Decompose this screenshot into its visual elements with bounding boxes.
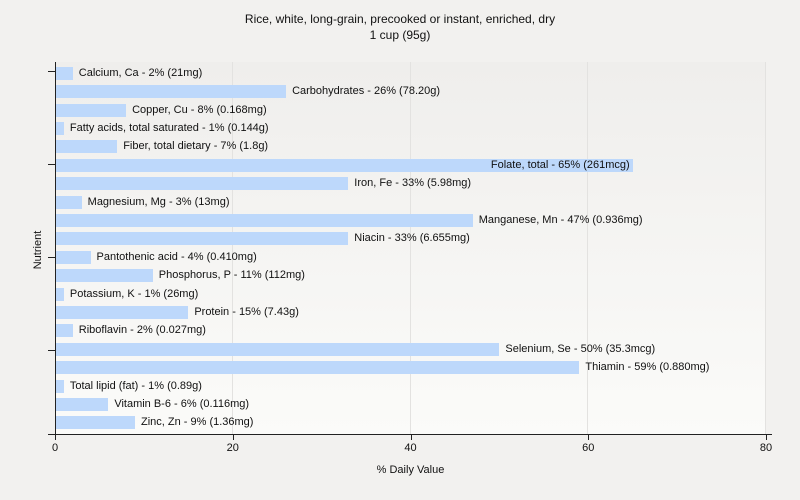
bar-label: Fatty acids, total saturated - 1% (0.144… <box>69 121 269 134</box>
bar-row: Fatty acids, total saturated - 1% (0.144… <box>55 119 766 137</box>
bar <box>55 103 127 117</box>
bar <box>55 195 82 209</box>
bar <box>55 232 349 246</box>
y-tick <box>48 71 55 73</box>
bar-label: Vitamin B-6 - 6% (0.116mg) <box>114 398 250 411</box>
bar-label: Calcium, Ca - 2% (21mg) <box>78 66 203 79</box>
bar <box>55 250 91 264</box>
bar-row: Copper, Cu - 8% (0.168mg) <box>55 101 766 119</box>
chart-title: Rice, white, long-grain, precooked or in… <box>244 12 556 26</box>
bar-row: Protein - 15% (7.43g) <box>55 303 766 321</box>
bar-row: Vitamin B-6 - 6% (0.116mg) <box>55 395 766 413</box>
bar <box>55 66 73 80</box>
bar-label: Iron, Fe - 33% (5.98mg) <box>354 177 472 190</box>
plot-area: Calcium, Ca - 2% (21mg) Carbohydrates - … <box>55 62 766 434</box>
bar <box>55 177 349 191</box>
gridline <box>231 62 233 434</box>
bar-label: Fiber, total dietary - 7% (1.8g) <box>123 140 269 153</box>
bar <box>55 342 500 356</box>
bar: Folate, total - 65% (261mcg) <box>55 158 633 172</box>
bar-row: Folate, total - 65% (261mcg) <box>55 156 766 174</box>
chart-subtitle: 1 cup (95g) <box>369 28 431 42</box>
bar-label: Manganese, Mn - 47% (0.936mg) <box>478 213 643 226</box>
gridline <box>587 62 589 434</box>
bar-row: Calcium, Ca - 2% (21mg) <box>55 64 766 82</box>
bar <box>55 121 64 135</box>
x-tick-label: 40 <box>404 442 417 454</box>
x-tick-label: 60 <box>582 442 595 454</box>
bar-row: Manganese, Mn - 47% (0.936mg) <box>55 211 766 229</box>
gridline <box>765 62 766 434</box>
bar-row: Riboflavin - 2% (0.027mg) <box>55 322 766 340</box>
bar <box>55 398 109 412</box>
bar-label: Niacin - 33% (6.655mg) <box>354 232 470 245</box>
bar-label: Total lipid (fat) - 1% (0.89g) <box>69 379 202 392</box>
bar-row: Zinc, Zn - 9% (1.36mg) <box>55 414 766 432</box>
y-tick <box>48 164 55 166</box>
bar <box>55 324 73 338</box>
y-axis-title: Nutrient <box>32 230 44 270</box>
bar-label: Magnesium, Mg - 3% (13mg) <box>87 195 230 208</box>
bar-label: Phosphorus, P - 11% (112mg) <box>158 269 305 282</box>
x-tick <box>588 435 590 440</box>
bar <box>55 416 135 430</box>
y-tick <box>48 350 55 352</box>
bar-row: Selenium, Se - 50% (35.3mcg) <box>55 340 766 358</box>
bar-row: Iron, Fe - 33% (5.98mg) <box>55 174 766 192</box>
bar-label: Pantothenic acid - 4% (0.410mg) <box>96 250 257 263</box>
bar <box>55 305 189 319</box>
bar-label: Selenium, Se - 50% (35.3mcg) <box>505 342 656 355</box>
x-tick-label: 80 <box>759 442 773 454</box>
bar-label: Protein - 15% (7.43g) <box>194 305 299 318</box>
bar-row: Carbohydrates - 26% (78.20g) <box>55 82 766 100</box>
bar <box>55 140 118 154</box>
bar-row: Fiber, total dietary - 7% (1.8g) <box>55 138 766 156</box>
bar <box>55 213 473 227</box>
x-tick-label: 0 <box>51 442 59 454</box>
bars: Calcium, Ca - 2% (21mg) Carbohydrates - … <box>55 62 766 434</box>
bar-row: Phosphorus, P - 11% (112mg) <box>55 266 766 284</box>
bar-label: Folate, total - 65% (261mcg) <box>490 158 630 171</box>
x-tick <box>55 435 56 440</box>
gridline <box>409 62 411 434</box>
y-tick <box>48 257 55 259</box>
x-tick-label: 20 <box>226 442 239 454</box>
bar-label: Carbohydrates - 26% (78.20g) <box>292 85 441 98</box>
bar-row: Total lipid (fat) - 1% (0.89g) <box>55 377 766 395</box>
bar-label: Potassium, K - 1% (26mg) <box>69 287 199 300</box>
bar-row: Pantothenic acid - 4% (0.410mg) <box>55 248 766 266</box>
bar-row: Niacin - 33% (6.655mg) <box>55 230 766 248</box>
x-tick <box>766 435 767 440</box>
bar <box>55 85 287 99</box>
bar <box>55 361 580 375</box>
x-tick <box>232 435 234 440</box>
x-axis-line <box>48 434 772 435</box>
bar-row: Thiamin - 59% (0.880mg) <box>55 359 766 377</box>
bar-label: Thiamin - 59% (0.880mg) <box>585 361 710 374</box>
bar <box>55 379 64 393</box>
bar <box>55 287 64 301</box>
bar-row: Potassium, K - 1% (26mg) <box>55 285 766 303</box>
x-tick <box>410 435 412 440</box>
bar-row: Magnesium, Mg - 3% (13mg) <box>55 193 766 211</box>
bar-label: Copper, Cu - 8% (0.168mg) <box>132 103 267 116</box>
bar <box>55 269 153 283</box>
bar-label: Zinc, Zn - 9% (1.36mg) <box>140 416 254 429</box>
y-axis-line <box>55 62 56 435</box>
x-axis-title: % Daily Value <box>376 464 445 476</box>
bar-label: Riboflavin - 2% (0.027mg) <box>78 324 206 337</box>
